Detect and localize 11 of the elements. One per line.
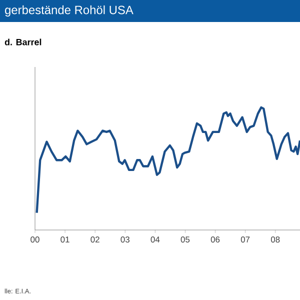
x-tick-label: 01 [60,236,70,243]
x-tick-label: 04 [150,236,160,243]
x-tick-label: 08 [270,236,280,243]
chart-subtitle: d. Barrel [4,38,42,46]
x-tick-label: 07 [240,236,250,243]
x-tick-label: 03 [120,236,130,243]
x-tick-label: 06 [210,236,220,243]
x-tick-label: 02 [90,236,100,243]
chart-title: gerbestände Rohöl USA [5,5,134,17]
x-tick-label: 00 [30,236,40,243]
x-tick-label: 05 [180,236,190,243]
